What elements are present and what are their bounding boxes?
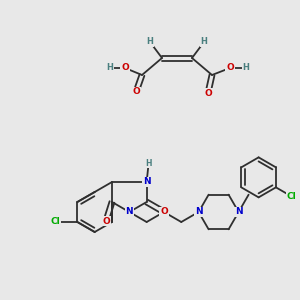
- Text: O: O: [226, 64, 234, 73]
- Text: H: H: [147, 38, 153, 46]
- Text: H: H: [243, 64, 249, 73]
- Text: O: O: [160, 208, 168, 217]
- Text: O: O: [133, 88, 140, 97]
- Text: O: O: [121, 64, 129, 73]
- Text: O: O: [226, 64, 233, 73]
- Text: H: H: [147, 38, 153, 46]
- Text: N: N: [235, 208, 242, 217]
- Text: O: O: [102, 217, 110, 226]
- Text: H: H: [201, 38, 207, 46]
- Text: H: H: [201, 38, 207, 46]
- Text: O: O: [205, 88, 212, 98]
- Text: N: N: [125, 208, 133, 217]
- Text: H: H: [146, 158, 152, 167]
- Text: Cl: Cl: [50, 218, 60, 226]
- Text: N: N: [195, 208, 203, 217]
- Text: H: H: [106, 64, 113, 73]
- Text: H: H: [243, 64, 249, 73]
- Text: O: O: [122, 64, 128, 73]
- Text: N: N: [143, 178, 151, 187]
- Text: O: O: [132, 88, 140, 97]
- Text: O: O: [204, 88, 212, 98]
- Text: Cl: Cl: [286, 192, 296, 201]
- Text: H: H: [106, 64, 113, 73]
